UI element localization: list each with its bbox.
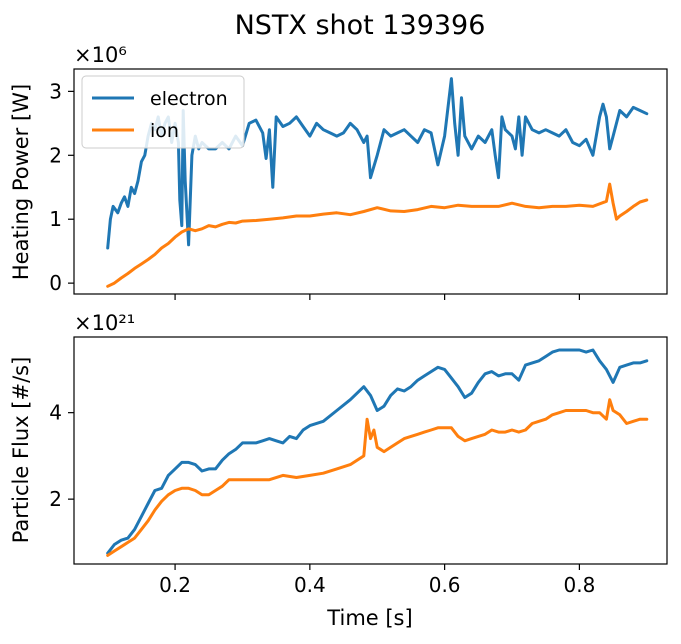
legend-ion-label: ion — [150, 120, 179, 142]
heating-offset-label: ×10⁶ — [74, 43, 127, 67]
x-axis-ticks: 0.2 0.4 0.6 0.8 — [159, 573, 595, 597]
x-tick-label: 0.8 — [563, 573, 595, 597]
flux-electron-line — [106, 348, 649, 555]
flux-series — [106, 348, 649, 557]
flux-offset-label: ×10²¹ — [74, 311, 135, 335]
flux-ylabel: Particle Flux [#/s] — [9, 357, 33, 544]
heating-ytick-label: 0 — [49, 271, 62, 295]
legend-electron-label: electron — [150, 88, 228, 110]
heating-ticks: 0 1 2 3 — [49, 79, 580, 300]
flux-axes-frame — [73, 336, 668, 565]
x-axis-label: Time [s] — [326, 606, 412, 630]
heating-ion-line — [106, 182, 649, 288]
flux-ion-line — [106, 398, 649, 557]
x-tick-label: 0.4 — [294, 573, 326, 597]
x-tick-label: 0.2 — [159, 573, 191, 597]
chart-title: NSTX shot 139396 — [235, 10, 486, 41]
heating-ytick-label: 3 — [49, 79, 62, 103]
particle-flux-panel: ×10²¹ 24 Particle Flux [#/s] — [9, 311, 668, 570]
heating-axes-frame — [73, 68, 668, 295]
flux-ticks: 24 — [49, 401, 580, 570]
flux-ytick-label: 2 — [49, 487, 62, 511]
heating-power-panel: ×10⁶ 0 1 2 3 Heating Power [W] electron ion — [9, 43, 668, 300]
legend: electron ion — [81, 75, 245, 149]
flux-ytick-label: 4 — [49, 401, 62, 425]
x-tick-label: 0.6 — [429, 573, 461, 597]
heating-ylabel: Heating Power [W] — [9, 84, 33, 280]
heating-ytick-label: 2 — [49, 143, 62, 167]
heating-ytick-label: 1 — [49, 207, 62, 231]
